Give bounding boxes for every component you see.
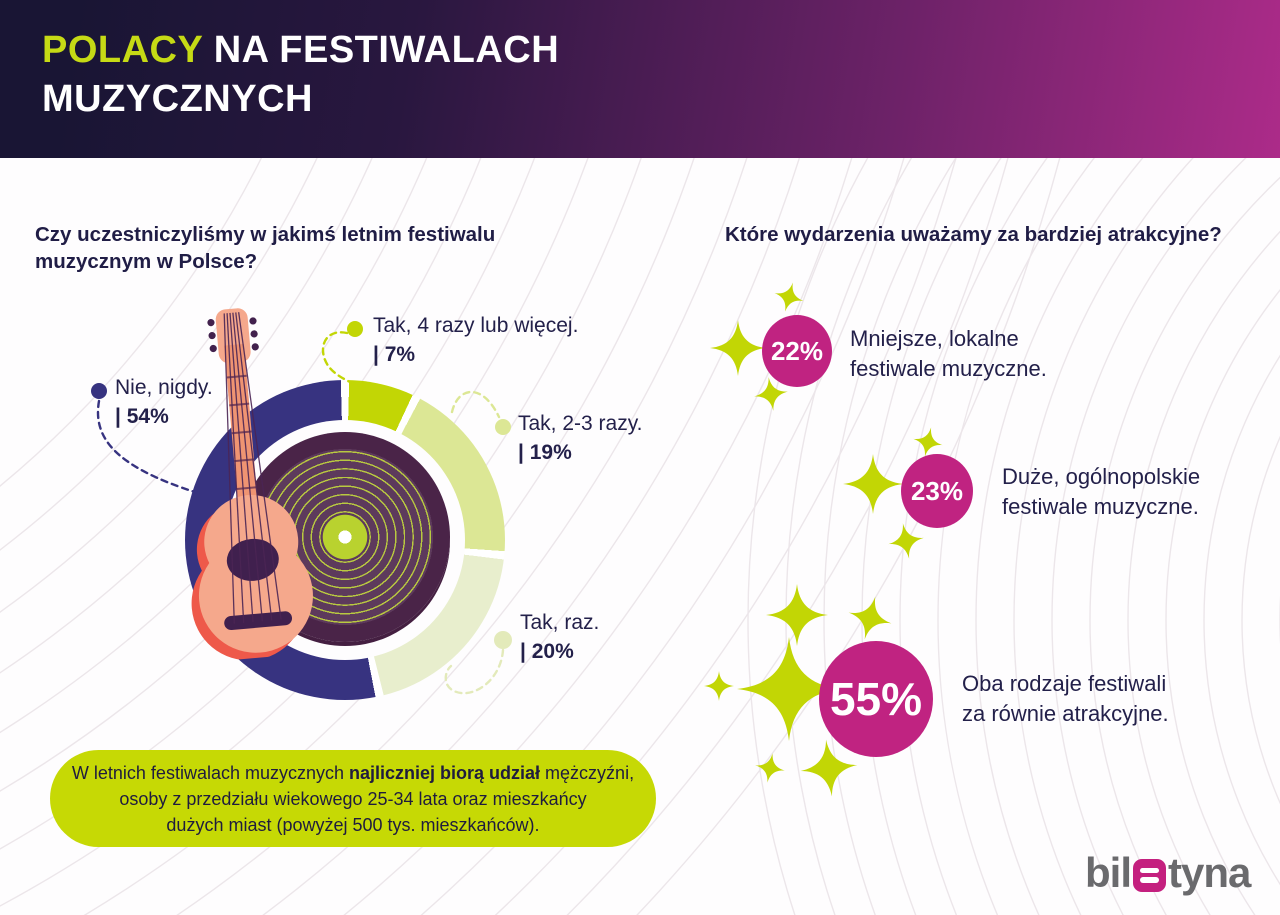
stat-circle-55: 55% bbox=[819, 641, 933, 757]
legend-item-2-3-razy: Tak, 2-3 razy. | 19% bbox=[518, 412, 642, 465]
legend-value: | 7% bbox=[373, 343, 416, 366]
sparkles-decoration bbox=[704, 278, 946, 800]
right-question: Które wydarzenia uważamy za bardziej atr… bbox=[725, 223, 1222, 246]
legend-value: | 19% bbox=[518, 441, 572, 464]
sparkle-icon bbox=[770, 278, 808, 316]
guitar-icon bbox=[191, 308, 313, 661]
legend-dot-nie bbox=[91, 383, 107, 399]
footnote-box: W letnich festiwalach muzycznych najlicz… bbox=[50, 750, 656, 847]
legend-dot-raz bbox=[494, 631, 512, 649]
legend-dot-23 bbox=[495, 419, 511, 435]
legend-item-4-razy: Tak, 4 razy lub więcej. | 7% bbox=[373, 314, 578, 367]
title-line1-rest: NA FESTIWALACH bbox=[213, 29, 560, 71]
legend-item-raz: Tak, raz. | 20% bbox=[520, 611, 599, 664]
legend-label: Tak, 2-3 razy. bbox=[518, 412, 643, 435]
legend-dot-4 bbox=[347, 321, 363, 337]
legend-item-nie-nigdy: Nie, nigdy. | 54% bbox=[115, 376, 213, 429]
sparkle-icon bbox=[843, 591, 897, 645]
stat-value: 22% bbox=[770, 335, 824, 366]
sparkle-icon bbox=[766, 584, 828, 646]
biletyna-logo: bil tyna bbox=[1085, 849, 1251, 897]
legend-value: | 54% bbox=[115, 405, 169, 428]
title-line2: MUZYCZNYCH bbox=[42, 78, 313, 120]
legend-label: Nie, nigdy. bbox=[115, 376, 213, 399]
stat-circle-22: 22% bbox=[762, 315, 832, 387]
stat-value: 55% bbox=[829, 673, 923, 725]
logo-part2: tyna bbox=[1168, 849, 1251, 896]
stat-text-23: Duże, ogólnopolskie festiwale muzyczne. bbox=[1002, 464, 1201, 519]
sparkle-icon bbox=[710, 320, 766, 376]
legend-label: Tak, 4 razy lub więcej. bbox=[373, 314, 579, 337]
sparkle-icon bbox=[843, 454, 903, 514]
legend-label: Tak, raz. bbox=[520, 611, 600, 634]
sparkle-icon bbox=[752, 750, 788, 786]
sparkle-icon bbox=[885, 520, 927, 562]
stat-text-55: Oba rodzaje festiwali za równie atrakcyjn… bbox=[962, 671, 1169, 726]
stat-value: 23% bbox=[910, 475, 964, 506]
stat-circle-23: 23% bbox=[901, 454, 973, 528]
stat-text-22: Mniejsze, lokalne festiwale muzyczne. bbox=[850, 326, 1047, 381]
header-banner: POLACY NA FESTIWALACH MUZYCZNYCH bbox=[0, 0, 1280, 158]
logo-part1: bil bbox=[1085, 849, 1132, 896]
title-highlight: POLACY bbox=[42, 29, 203, 71]
page-title: POLACY NA FESTIWALACH MUZYCZNYCH bbox=[42, 26, 559, 124]
logo-e-icon bbox=[1133, 858, 1166, 892]
footnote-text: W letnich festiwalach muzycznych najlicz… bbox=[71, 762, 635, 835]
left-question: Czy uczestniczyliśmy w jakimś letnim fes… bbox=[35, 223, 496, 273]
legend-value: | 20% bbox=[520, 640, 574, 663]
sparkle-icon bbox=[704, 671, 734, 701]
